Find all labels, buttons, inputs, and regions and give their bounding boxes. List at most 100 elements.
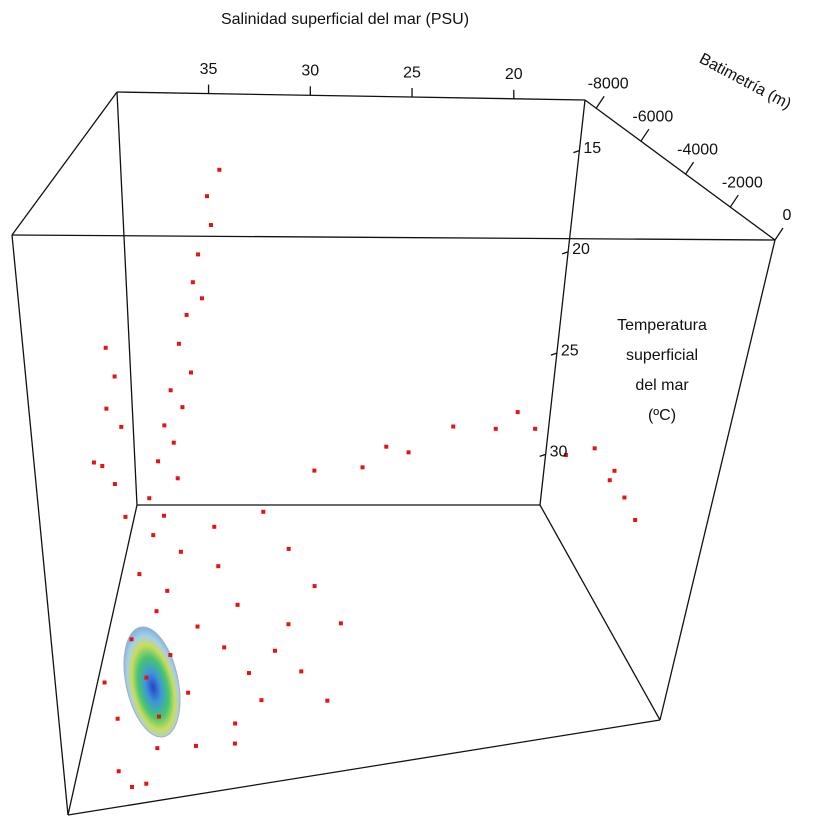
x-axis-title: Salinidad superficial del mar (PSU) <box>221 11 469 28</box>
point <box>171 440 176 445</box>
y-tick <box>550 352 558 356</box>
y-tick-label: 15 <box>583 140 601 157</box>
point <box>451 424 456 429</box>
point <box>100 463 105 468</box>
y-axis-title-line: del mar <box>635 377 689 394</box>
point <box>612 468 617 473</box>
point <box>193 743 198 748</box>
box-edge <box>67 719 661 816</box>
z-tick <box>685 161 695 175</box>
point <box>190 280 195 285</box>
point <box>622 495 627 500</box>
point <box>112 374 117 379</box>
point <box>217 167 222 172</box>
point <box>384 444 389 449</box>
point <box>116 769 121 774</box>
point <box>154 609 159 614</box>
point <box>168 652 173 657</box>
point <box>533 426 538 431</box>
y-tick <box>539 453 546 457</box>
x-tick-label: 30 <box>301 63 319 80</box>
point <box>165 588 170 593</box>
point <box>144 781 149 786</box>
point <box>195 624 200 629</box>
point <box>592 446 597 451</box>
point <box>151 533 156 538</box>
points <box>91 167 638 789</box>
point <box>175 476 180 481</box>
x-tick-label: 25 <box>403 64 421 81</box>
point <box>144 675 149 680</box>
point <box>205 194 210 199</box>
point <box>259 698 264 703</box>
point <box>176 341 181 346</box>
point <box>286 546 291 551</box>
y-axis-title-line: superficial <box>626 347 698 364</box>
point <box>103 345 108 350</box>
point <box>115 716 120 721</box>
x-tick-label: 20 <box>505 66 523 83</box>
z-tick <box>774 227 784 241</box>
point <box>196 252 201 257</box>
point <box>212 524 217 529</box>
point <box>493 426 498 431</box>
point <box>312 584 317 589</box>
point <box>91 460 96 465</box>
point <box>272 648 277 653</box>
y-tick-label: 25 <box>561 342 579 359</box>
point <box>325 698 330 703</box>
point <box>186 690 191 695</box>
point <box>199 296 204 301</box>
point <box>168 388 173 393</box>
point <box>286 622 291 627</box>
point <box>607 478 612 483</box>
box-edge <box>11 234 69 816</box>
point <box>162 423 167 428</box>
point <box>184 312 189 317</box>
point <box>222 645 227 650</box>
z-tick-label: -2000 <box>722 174 763 191</box>
point <box>161 513 166 518</box>
point <box>123 514 128 519</box>
z-tick <box>640 128 650 142</box>
y-axis-title-line: Temperatura <box>617 317 707 334</box>
y-tick <box>561 251 569 255</box>
box-edge <box>539 99 586 506</box>
z-tick-label: -8000 <box>588 75 629 92</box>
z-tick-label: -4000 <box>677 141 718 158</box>
point <box>137 572 142 577</box>
point <box>216 564 221 569</box>
point <box>156 714 161 719</box>
z-tick <box>729 194 739 208</box>
y-axis-title-line: (ºC) <box>648 407 676 424</box>
box-edge <box>116 91 138 506</box>
z-tick-label: 0 <box>783 207 792 224</box>
point <box>312 468 317 473</box>
point <box>633 517 638 522</box>
point <box>112 482 117 487</box>
point <box>189 370 194 375</box>
point <box>156 459 161 464</box>
point <box>147 496 152 501</box>
point <box>338 621 343 626</box>
point <box>180 405 185 410</box>
box-edge <box>584 99 776 241</box>
box-edge <box>11 91 118 236</box>
z-tick <box>595 95 605 109</box>
point <box>406 450 411 455</box>
map-overlay <box>123 626 181 738</box>
box-edge <box>116 91 586 101</box>
point <box>232 741 237 746</box>
point <box>129 637 134 642</box>
z-axis-title: Batimetría (m) <box>696 50 793 113</box>
y-tick <box>573 150 580 154</box>
box-edge <box>539 504 661 721</box>
point <box>235 602 240 607</box>
point <box>563 452 568 457</box>
point <box>155 746 160 751</box>
box-edge <box>11 234 776 241</box>
point <box>129 784 134 789</box>
point <box>233 721 238 726</box>
point <box>178 549 183 554</box>
